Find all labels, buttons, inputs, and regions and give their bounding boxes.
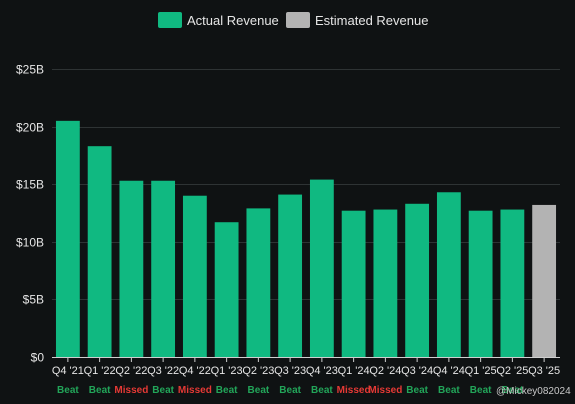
x-tick-label: Q1 '25 <box>465 365 497 377</box>
status-label: Beat <box>248 385 270 396</box>
bar <box>182 195 207 357</box>
y-tick-label: $20B <box>16 121 44 135</box>
y-tick-label: $10B <box>16 236 44 250</box>
x-tick-label: Q4 '22 <box>179 365 211 377</box>
bar <box>87 146 112 357</box>
x-tick-label: Q4 '23 <box>306 365 338 377</box>
legend: Actual Revenue Estimated Revenue <box>158 12 428 28</box>
legend-swatch-actual <box>158 12 182 28</box>
y-tick-label: $15B <box>16 178 44 192</box>
status-label: Beat <box>279 385 301 396</box>
bar <box>468 210 493 357</box>
bar <box>309 179 334 357</box>
status-label: Missed <box>337 385 371 396</box>
bar <box>55 120 80 357</box>
bar <box>151 180 176 357</box>
x-tick-label: Q3 '23 <box>274 365 306 377</box>
bar <box>405 203 430 357</box>
legend-swatch-estimated <box>286 12 310 28</box>
x-axis-ticks: Q4 '21 Q1 '22 Q2 '22 Q3 '22 Q4 '22 Q1 '23 Q2 '… <box>52 357 560 377</box>
x-tick-label: Q2 '23 <box>242 365 274 377</box>
x-tick-label: Q2 '22 <box>115 365 147 377</box>
x-tick-label: Q4 '24 <box>433 365 465 377</box>
bar <box>500 209 525 357</box>
y-tick-label: $5B <box>23 293 44 307</box>
bars <box>55 120 557 357</box>
bar <box>532 204 557 357</box>
bar <box>341 210 366 357</box>
x-tick-label: Q1 '23 <box>211 365 243 377</box>
status-label: Beat <box>89 385 111 396</box>
y-axis-ticks: $0 $5B $10B $15B $20B $25B <box>16 63 44 365</box>
x-tick-label: Q1 '24 <box>338 365 370 377</box>
legend-label-estimated: Estimated Revenue <box>315 13 428 28</box>
bar <box>246 208 271 357</box>
status-label: Beat <box>470 385 492 396</box>
status-label: Beat <box>311 385 333 396</box>
y-tick-label: $0 <box>31 351 45 365</box>
status-label: Beat <box>152 385 174 396</box>
status-label: Missed <box>114 385 148 396</box>
status-labels: Beat Beat Missed Beat Missed Beat Beat Beat Beat… <box>57 385 524 396</box>
x-tick-label: Q2 '24 <box>369 365 401 377</box>
bar <box>436 192 461 357</box>
status-label: Beat <box>406 385 428 396</box>
status-label: Missed <box>368 385 402 396</box>
status-label: Beat <box>57 385 79 396</box>
status-label: Beat <box>502 385 524 396</box>
watermark: @Mickey082024 <box>496 386 571 397</box>
bar <box>214 222 239 357</box>
legend-label-actual: Actual Revenue <box>187 13 279 28</box>
x-tick-label: Q3 '22 <box>147 365 179 377</box>
x-tick-label: Q3 '24 <box>401 365 433 377</box>
bar <box>119 180 144 357</box>
status-label: Missed <box>178 385 212 396</box>
status-label: Beat <box>438 385 460 396</box>
x-tick-label: Q1 '22 <box>84 365 116 377</box>
x-tick-label: Q4 '21 <box>52 365 84 377</box>
status-label: Beat <box>216 385 238 396</box>
x-tick-label: Q2 '25 <box>496 365 528 377</box>
bar <box>278 194 303 357</box>
x-tick-label: Q3 '25 <box>528 365 560 377</box>
bar <box>373 209 398 357</box>
y-tick-label: $25B <box>16 63 44 77</box>
